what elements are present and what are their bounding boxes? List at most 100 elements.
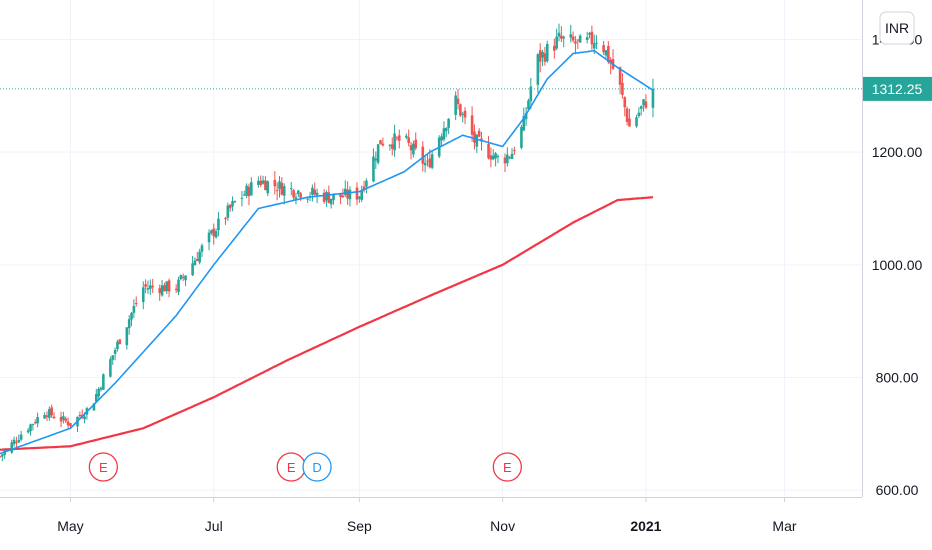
- candle-body: [463, 110, 467, 118]
- currency-badge-border: [879, 11, 915, 45]
- candle-body: [421, 146, 425, 164]
- candle: [19, 430, 23, 442]
- candle: [257, 176, 260, 188]
- candle: [604, 49, 608, 58]
- candle-body: [83, 416, 86, 420]
- candle: [17, 434, 21, 444]
- candle-body: [487, 143, 490, 159]
- candle: [405, 133, 408, 140]
- candle-body: [585, 37, 589, 41]
- candle-body: [635, 117, 638, 127]
- candle: [233, 200, 237, 204]
- candle: [31, 423, 35, 431]
- candle-body: [158, 288, 162, 294]
- candle-body: [395, 137, 399, 139]
- candle: [240, 191, 244, 207]
- candle-body: [341, 195, 345, 198]
- event-marker: E: [276, 452, 306, 482]
- candle: [496, 154, 500, 164]
- candle-body: [231, 201, 234, 207]
- candle-body: [555, 36, 558, 49]
- candle-body: [496, 156, 500, 158]
- candle-body: [69, 423, 72, 427]
- candle-body: [475, 134, 479, 147]
- candle-body: [134, 303, 138, 305]
- candle: [181, 273, 185, 282]
- candle-body: [191, 263, 194, 276]
- candle-body: [99, 387, 103, 390]
- candle: [0, 455, 2, 458]
- candle: [118, 338, 122, 345]
- candle: [179, 274, 183, 281]
- candle-body: [92, 403, 96, 411]
- candle-body: [179, 275, 183, 280]
- candle: [247, 183, 251, 206]
- candle: [477, 128, 481, 138]
- candle-body: [325, 192, 328, 201]
- candle-body: [607, 45, 610, 62]
- candle: [12, 436, 16, 447]
- candle: [266, 180, 270, 197]
- candle-body: [423, 162, 427, 166]
- candle: [66, 417, 70, 430]
- candle-body: [506, 154, 509, 164]
- y-tick-label: 600.00: [876, 482, 919, 498]
- last-price-line: 1312.25: [0, 76, 932, 101]
- candle: [163, 282, 166, 292]
- candle: [144, 279, 147, 294]
- candle-body: [45, 415, 49, 417]
- candle-body: [444, 128, 448, 132]
- candle: [207, 229, 211, 251]
- candle-body: [470, 115, 474, 135]
- candle-body: [31, 424, 35, 426]
- x-tick-label: 2021: [630, 518, 661, 534]
- event-marker-label: E: [287, 460, 296, 475]
- candle: [588, 31, 591, 39]
- candle-body: [273, 179, 277, 187]
- ma-short-series: [0, 49, 654, 455]
- candle: [50, 404, 53, 418]
- candle-body: [447, 118, 450, 128]
- candle-body: [348, 189, 352, 200]
- candle-body: [409, 145, 413, 151]
- candle: [625, 106, 629, 126]
- candle-body: [12, 439, 16, 445]
- candle: [470, 106, 474, 142]
- candle-body: [374, 158, 378, 161]
- candle-body: [29, 424, 32, 432]
- candle-body: [109, 359, 112, 377]
- candle-body: [181, 276, 185, 278]
- candle: [609, 56, 612, 75]
- candle-body: [381, 143, 385, 146]
- candle: [576, 39, 580, 49]
- candle: [374, 151, 378, 169]
- candle: [195, 251, 199, 262]
- ma-long-series: [0, 196, 654, 451]
- candle: [397, 129, 401, 149]
- candle-body: [113, 349, 117, 354]
- candle: [423, 154, 427, 173]
- candle-body: [257, 180, 260, 185]
- last-price-label-bg: [862, 76, 932, 101]
- candle: [26, 427, 30, 434]
- candle-body: [165, 281, 169, 292]
- candle: [64, 416, 68, 424]
- candle: [355, 182, 359, 206]
- candle: [618, 66, 622, 95]
- last-price-label: 1312.25: [872, 81, 923, 97]
- candle-body: [388, 144, 392, 146]
- candle-body: [414, 139, 418, 149]
- candle-body: [529, 86, 533, 102]
- candle-body: [207, 232, 211, 243]
- candle-body: [292, 190, 295, 198]
- candle: [289, 181, 293, 196]
- candle: [102, 373, 105, 390]
- candle: [442, 121, 446, 142]
- candle-body: [163, 285, 166, 292]
- candle: [97, 387, 100, 400]
- candle-body: [376, 144, 380, 163]
- candle: [459, 103, 462, 117]
